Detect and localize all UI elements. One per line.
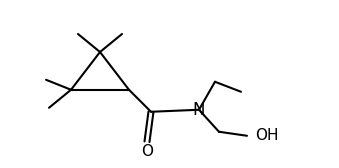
- Text: O: O: [141, 144, 153, 159]
- Text: OH: OH: [255, 128, 279, 143]
- Text: N: N: [193, 101, 205, 119]
